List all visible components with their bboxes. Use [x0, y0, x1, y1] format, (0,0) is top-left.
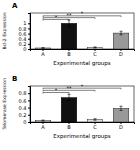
y-tick: 0.4 — [19, 105, 30, 111]
y-tick-mark — [28, 49, 30, 50]
plot-area — [35, 88, 129, 122]
plot-frame — [30, 13, 134, 49]
y-axis: 00.20.40.6 0.8 — [19, 87, 31, 126]
panel-label: B — [12, 75, 17, 83]
y-tick: 0 — [23, 119, 30, 125]
y-tick: 1 — [23, 20, 30, 26]
error-bar — [42, 47, 45, 49]
y-tick-label: 1 — [23, 20, 26, 26]
error-bar — [120, 31, 123, 35]
significance-label: ** — [67, 85, 73, 91]
panel: ****00.20.40.60.8ABCDExperimental groups… — [2, 75, 135, 140]
y-tick: 0.8 — [19, 90, 30, 96]
y-tick-mark — [28, 108, 30, 109]
y-tick: 0.4 — [19, 36, 30, 42]
y-tick-label: 0.8 — [19, 90, 27, 96]
chart-svg: ****00.20.40.60.81ABCDExperimental group… — [0, 0, 140, 150]
x-tick: C — [93, 122, 97, 130]
y-axis-title: Telomerase Expression — [2, 78, 7, 131]
y-tick-mark — [28, 93, 30, 94]
plot-area — [35, 16, 129, 49]
error-bar — [68, 20, 71, 27]
x-tick-label: A — [41, 51, 45, 57]
bar — [87, 47, 103, 49]
y-tick-mark — [28, 122, 30, 123]
significance-label: ** — [67, 12, 73, 18]
bar — [61, 23, 77, 49]
bar — [35, 48, 51, 49]
x-tick: A — [41, 49, 45, 57]
significance-label: * — [55, 87, 58, 93]
panel: ****00.20.40.60.81ABCDExperimental group… — [2, 2, 135, 67]
x-tick: D — [119, 122, 123, 130]
x-tick-label: B — [67, 51, 71, 57]
y-tick-label: 0 — [23, 119, 26, 125]
panel-label: A — [12, 2, 18, 10]
y-tick-mark — [28, 23, 30, 24]
x-tick: A — [41, 122, 45, 130]
x-tick: B — [67, 49, 71, 57]
y-tick-label: 0.2 — [19, 41, 27, 47]
error-bar — [68, 94, 71, 100]
x-tick: C — [93, 49, 97, 57]
significance-label: * — [81, 83, 84, 89]
y-tick-mark — [28, 115, 30, 116]
error-bar — [120, 106, 123, 110]
y-axis-title: Bcl-2 Expression — [2, 12, 7, 49]
x-axis: A B C D — [31, 122, 135, 130]
y-tick-label: 0.6 — [19, 98, 27, 104]
x-tick-label: D — [119, 124, 123, 130]
y-tick-label: 0.4 — [19, 36, 27, 42]
error-bar — [94, 119, 97, 120]
significance-label: * — [81, 10, 84, 16]
y-tick-mark — [28, 44, 30, 45]
x-tick: D — [119, 49, 123, 57]
x-axis: A B C D — [31, 49, 135, 57]
y-tick: 0.2 — [19, 112, 30, 118]
x-tick-label: C — [93, 124, 97, 130]
error-bar — [42, 120, 45, 121]
x-axis-title: Experimental groups — [53, 60, 110, 67]
y-tick-label: 0.6 — [19, 31, 27, 37]
y-tick-label: 0 — [23, 46, 26, 52]
y-tick: 0 — [23, 46, 30, 52]
y-tick-mark — [28, 28, 30, 29]
x-tick: B — [67, 122, 71, 130]
y-axis-line — [28, 87, 31, 123]
y-tick-mark — [28, 100, 30, 101]
x-tick-label: B — [67, 124, 71, 130]
plot-frame — [30, 86, 134, 122]
y-axis-line — [28, 14, 31, 50]
bar — [113, 33, 129, 49]
error-bar — [94, 47, 97, 48]
y-tick: 0.8 — [19, 26, 30, 32]
y-tick-mark — [28, 39, 30, 40]
y-tick: 0.6 — [19, 98, 30, 104]
y-tick-label: 0.2 — [19, 112, 27, 118]
y-tick: 0.6 — [19, 31, 30, 37]
y-tick: 0.2 — [19, 41, 30, 47]
x-axis-title: Experimental groups — [53, 133, 110, 140]
y-tick-label: 0.8 — [19, 26, 27, 32]
bar — [35, 121, 51, 122]
bar — [61, 98, 77, 122]
y-tick-label: 0.4 — [19, 105, 27, 111]
y-tick-mark — [28, 34, 30, 35]
bar — [87, 119, 103, 122]
significance-label: * — [55, 14, 58, 20]
x-tick-label: A — [41, 124, 45, 130]
x-tick-label: D — [119, 51, 123, 57]
y-axis: 00.20.40.60.81 — [19, 14, 31, 53]
x-tick-label: C — [93, 51, 97, 57]
